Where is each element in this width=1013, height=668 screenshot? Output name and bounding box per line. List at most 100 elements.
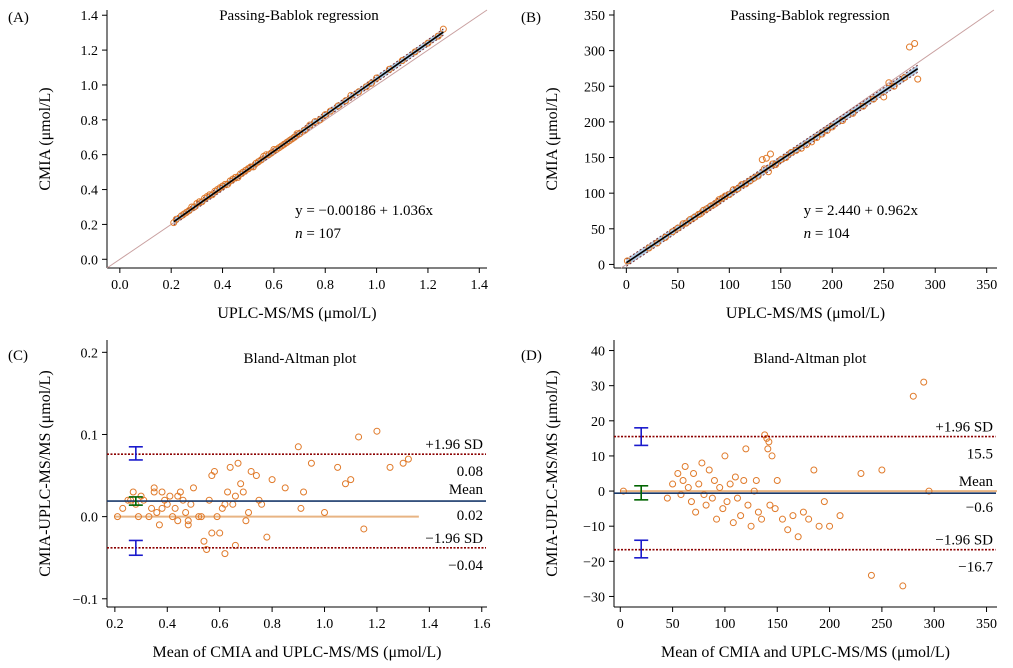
panel-letter: (A) <box>8 10 29 26</box>
data-point <box>297 504 305 512</box>
y-tick-label: 0 <box>598 258 605 273</box>
upper-limit-label: +1.96 SD <box>425 437 483 453</box>
data-point <box>805 515 813 523</box>
x-tick-label: 250 <box>873 278 894 293</box>
data-point <box>679 477 687 485</box>
data-point <box>726 480 734 488</box>
data-point <box>424 39 432 47</box>
sample-size-value: = 107 <box>303 226 342 242</box>
data-point <box>263 533 271 541</box>
data-point <box>373 427 381 435</box>
data-point <box>729 519 737 527</box>
data-point <box>799 508 807 516</box>
panel-letter: (C) <box>8 348 28 364</box>
data-point <box>747 522 755 530</box>
data-point <box>661 233 669 241</box>
data-point <box>411 48 419 56</box>
data-point <box>208 529 216 537</box>
data-point <box>301 126 309 134</box>
y-tick-label: −10 <box>583 520 605 535</box>
y-tick-label: −0.1 <box>73 593 98 608</box>
data-point <box>197 513 205 521</box>
data-point <box>306 121 314 129</box>
data-point <box>347 476 355 484</box>
y-axis-label: CMIA-UPLC-MS/MS (μmol/L) <box>544 370 561 576</box>
data-point <box>716 484 724 492</box>
data-point <box>867 571 875 579</box>
upper-limit-label: +1.96 SD <box>935 420 993 436</box>
data-point <box>773 477 781 485</box>
data-point <box>242 517 250 525</box>
lower-limit-value: −16.7 <box>958 560 993 576</box>
data-point <box>778 515 786 523</box>
y-tick-label: 50 <box>591 223 605 238</box>
data-point <box>281 484 289 492</box>
data-point <box>820 498 828 506</box>
data-point <box>857 470 865 477</box>
data-point <box>754 508 762 516</box>
data-point <box>810 466 818 474</box>
panel-b-passing-bablok: (B) Passing-Bablok regression 0 50 100 150 200… <box>521 8 997 322</box>
data-point <box>687 498 695 506</box>
y-tick-label: 0.1 <box>81 428 99 443</box>
data-point <box>619 487 627 495</box>
data-point <box>398 57 406 65</box>
panel-title: Bland-Altman plot <box>754 351 868 367</box>
y-axis-label: CMIA-UPLC-MS/MS (μmol/L) <box>37 370 54 576</box>
data-point <box>321 111 329 119</box>
data-point <box>920 378 928 386</box>
data-point <box>690 470 698 477</box>
sample-size-symbol: n <box>804 226 812 242</box>
data-point <box>360 525 368 533</box>
data-point <box>234 459 242 467</box>
data-point <box>334 463 342 471</box>
x-tick-label: 0.4 <box>214 278 232 293</box>
data-point <box>721 192 729 200</box>
x-tick-label: 200 <box>819 617 840 632</box>
data-point <box>869 95 877 103</box>
x-tick-label: 300 <box>924 617 945 632</box>
y-tick-label: 10 <box>591 450 605 465</box>
data-point <box>129 488 137 496</box>
panel-title: Bland-Altman plot <box>244 351 358 367</box>
data-point <box>752 477 760 485</box>
y-tick-label: 100 <box>584 187 605 202</box>
data-point <box>166 492 174 500</box>
data-point <box>742 445 750 453</box>
y-tick-label: 0 <box>598 485 605 500</box>
data-point <box>231 492 239 500</box>
data-point <box>750 174 758 182</box>
x-tick-label: 150 <box>767 617 788 632</box>
y-tick-label: 30 <box>591 380 605 395</box>
data-point <box>296 130 304 138</box>
data-point <box>669 480 677 488</box>
x-axis-label: Mean of CMIA and UPLC-MS/MS (μmol/L) <box>152 644 441 661</box>
data-point <box>210 467 218 475</box>
data-point <box>645 244 653 252</box>
ci-upper-border <box>173 28 444 219</box>
data-point <box>169 513 177 521</box>
x-tick-label: 50 <box>671 278 685 293</box>
data-point <box>911 39 919 47</box>
x-tick-label: 300 <box>925 278 946 293</box>
ci-lower-border <box>173 34 444 226</box>
data-point <box>700 491 708 499</box>
data-point <box>229 500 237 508</box>
x-tick-label: 0.2 <box>162 278 180 293</box>
data-point <box>113 513 121 521</box>
data-point <box>184 521 192 529</box>
data-point <box>705 466 713 474</box>
x-tick-label: 50 <box>666 617 680 632</box>
x-tick-label: 0 <box>617 617 624 632</box>
y-tick-label: 150 <box>584 152 605 167</box>
data-point <box>737 512 745 520</box>
data-point <box>355 88 363 96</box>
y-tick-label: 1.4 <box>81 9 99 24</box>
data-point <box>231 541 239 549</box>
x-axis-label: UPLC-MS/MS (μmol/L) <box>217 305 376 322</box>
data-point <box>386 463 394 471</box>
data-point <box>158 504 166 512</box>
data-point <box>674 470 682 477</box>
data-point <box>702 501 710 509</box>
y-axis-label: CMIA (μmol/L) <box>37 87 54 190</box>
